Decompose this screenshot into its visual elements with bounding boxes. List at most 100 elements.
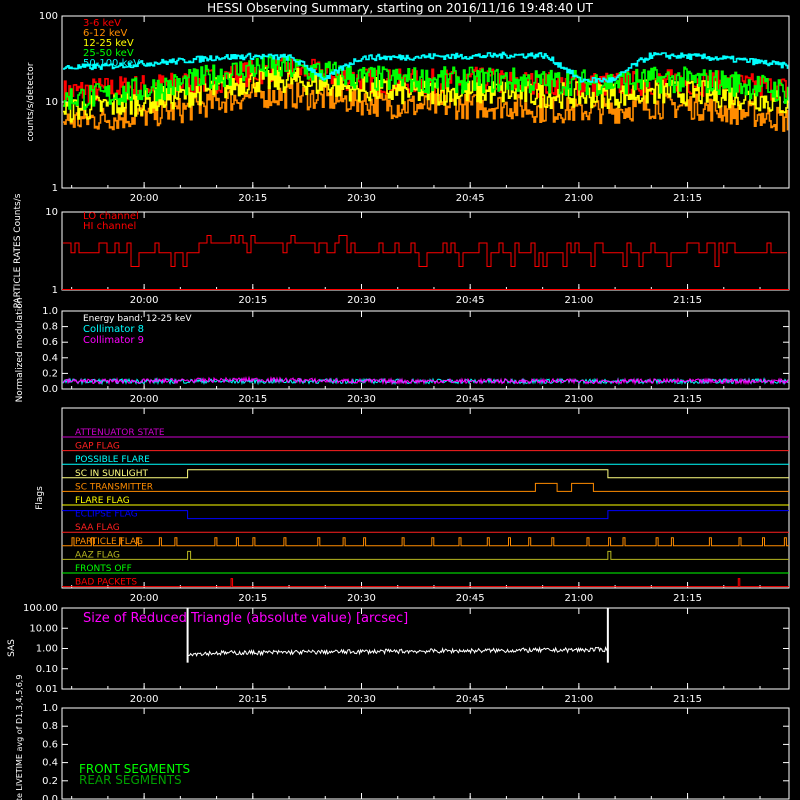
flag-label-SC-TRANSMITTER: SC TRANSMITTER <box>75 482 153 492</box>
modulation-ytick-label: 0.2 <box>42 368 58 379</box>
modulation-ytick-label: 0.0 <box>42 384 58 395</box>
legend-25-50-keV: 25-50 keV <box>83 48 134 59</box>
count-rates-ytick-label: 1 <box>52 183 58 194</box>
modulation-trace-Collimator-9 <box>62 375 789 386</box>
flag-label-POSSIBLE-FLARE: POSSIBLE FLARE <box>75 455 150 465</box>
modulation-xtick-label: 20:15 <box>238 394 267 405</box>
modulation-frame <box>61 310 790 390</box>
legend-HI-channel: HI channel <box>83 221 136 232</box>
particle-trace-HI-channel <box>63 235 787 267</box>
sas-ytick-label: 0.01 <box>36 684 58 695</box>
legend-12-25-keV: 12-25 keV <box>83 38 134 49</box>
particle-rates-xtick-label: 20:30 <box>347 295 376 306</box>
modulation-ytick-label: 0.6 <box>42 337 58 348</box>
sas-xtick-label: 21:15 <box>673 694 702 705</box>
flags-xtick-label: 20:30 <box>347 593 376 604</box>
livetime-ytick-label: 1.0 <box>42 703 58 714</box>
livetime-ytick-label: 0.4 <box>42 758 58 769</box>
sas-ytick-label: 100.00 <box>23 603 58 614</box>
modulation-ylabel: Normalized modulation <box>15 298 25 403</box>
flags-xtick-label: 21:15 <box>673 593 702 604</box>
flag-label-PARTICLE-FLAG: PARTICLE FLAG <box>75 537 143 547</box>
sas-xtick-label: 20:00 <box>130 694 159 705</box>
count-rates-xtick-label: 20:15 <box>238 193 267 204</box>
legend-Collimator-8: Collimator 8 <box>83 324 144 335</box>
modulation-ytick-label: 1.0 <box>42 306 58 317</box>
modulation-annotation: Energy band: 12-25 keV <box>83 314 192 324</box>
particle-rates-ylabel: PARTICLE RATES Counts/s <box>13 193 23 308</box>
particle-rates-xtick-label: 20:45 <box>456 295 485 306</box>
sas-xtick-label: 21:00 <box>564 694 593 705</box>
count-trace-12-25-keV <box>63 66 789 123</box>
modulation-xtick-label: 20:30 <box>347 394 376 405</box>
chart-marks: 20:00 20:15 20:30 20:45 21:00 21:15 20:00 20:15… <box>23 11 789 800</box>
modulation-xtick-label: 21:15 <box>673 394 702 405</box>
legend-3-6-keV: 3-6 keV <box>83 18 121 29</box>
particle-rates-xtick-label: 21:00 <box>564 295 593 306</box>
count-trace-50-100-keV <box>63 51 789 83</box>
modulation-ytick-label: 0.4 <box>42 353 58 364</box>
particle-rates-ytick-label: 10 <box>45 207 58 218</box>
flag-label-ECLIPSE-FLAG: ECLIPSE FLAG <box>75 510 138 520</box>
sas-ytick-label: 0.10 <box>36 664 58 675</box>
livetime-ytick-label: 0.2 <box>42 776 58 787</box>
sas-ytick-label: 1.00 <box>36 644 58 655</box>
count-trace-6-12-keV <box>63 81 789 132</box>
livetime-ytick-label: 0.0 <box>42 794 58 800</box>
flag-label-BAD-PACKETS: BAD PACKETS <box>75 578 137 588</box>
chart-title: HESSI Observing Summary, starting on 201… <box>207 1 593 15</box>
flags-frame <box>61 407 790 589</box>
flag-label-FRONTS-OFF: FRONTS OFF <box>75 564 132 574</box>
count-rates-ytick-label: 100 <box>39 11 58 22</box>
particle-rates-xtick-label: 21:15 <box>673 295 702 306</box>
particle-rates-xtick-label: 20:15 <box>238 295 267 306</box>
count-rates-xtick-label: 20:00 <box>130 193 159 204</box>
livetime-ylabel: Mon. Rate LIVETIME avg of D1,3,4,5,6,9 <box>15 675 24 800</box>
flag-line-SC-IN-SUNLIGHT <box>62 469 789 479</box>
sas-xtick-label: 20:30 <box>347 694 376 705</box>
count-rates-ytick-label: 10 <box>45 97 58 108</box>
legend-Collimator-9: Collimator 9 <box>83 335 144 346</box>
flag-label-FLARE-FLAG: FLARE FLAG <box>75 496 130 506</box>
flag-line-AAZ-FLAG <box>62 550 789 560</box>
legend-REAR-SEGMENTS: REAR SEGMENTS <box>79 773 182 787</box>
count-rates-xtick-label: 20:45 <box>456 193 485 204</box>
flags-xtick-label: 20:45 <box>456 593 485 604</box>
legend-FRONT-SEGMENTS: FRONT SEGMENTS <box>79 762 190 776</box>
flags-xtick-label: 20:00 <box>130 593 159 604</box>
legend-LO-channel: LO channel <box>83 211 139 222</box>
livetime-ytick-label: 0.8 <box>42 721 58 732</box>
livetime-frame <box>61 707 790 800</box>
flag-line-ECLIPSE-FLAG <box>62 510 789 520</box>
count-trace-25-50-keV <box>63 54 789 110</box>
flag-line-SC-TRANSMITTER <box>62 482 789 492</box>
modulation-xtick-label: 20:00 <box>130 394 159 405</box>
sas-annotation: Size of Reduced Triangle (absolute value… <box>83 611 408 626</box>
legend-6-12-keV: 6-12 keV <box>83 28 127 39</box>
count-rates-xtick-label: 21:15 <box>673 193 702 204</box>
flag-label-AAZ-FLAG: AAZ FLAG <box>75 550 120 560</box>
count-rates-xtick-label: 20:30 <box>347 193 376 204</box>
flag-line-PARTICLE-FLAG <box>62 537 789 547</box>
modulation-ytick-label: 0.8 <box>42 322 58 333</box>
sas-ylabel: SAS <box>7 639 17 657</box>
count-rates-ylabel: counts/s/detector <box>26 62 36 141</box>
flags-ylabel: Flags <box>35 486 45 510</box>
flag-label-GAP-FLAG: GAP FLAG <box>75 442 120 452</box>
flag-line-BAD-PACKETS <box>62 578 789 588</box>
flag-label-ATTENUATOR-STATE: ATTENUATOR STATE <box>75 428 165 438</box>
livetime-ytick-label: 0.6 <box>42 739 58 750</box>
flags-xtick-label: 21:00 <box>564 593 593 604</box>
sas-ytick-label: 10.00 <box>29 623 58 634</box>
flag-label-SAA-FLAG: SAA FLAG <box>75 523 120 533</box>
particle-rates-ytick-label: 1 <box>52 285 58 296</box>
flags-xtick-label: 20:15 <box>238 593 267 604</box>
modulation-xtick-label: 21:00 <box>564 394 593 405</box>
particle-rates-xtick-label: 20:00 <box>130 295 159 306</box>
sas-xtick-label: 20:45 <box>456 694 485 705</box>
flag-label-SC-IN-SUNLIGHT: SC IN SUNLIGHT <box>75 469 149 479</box>
sas-xtick-label: 20:15 <box>238 694 267 705</box>
modulation-xtick-label: 20:45 <box>456 394 485 405</box>
